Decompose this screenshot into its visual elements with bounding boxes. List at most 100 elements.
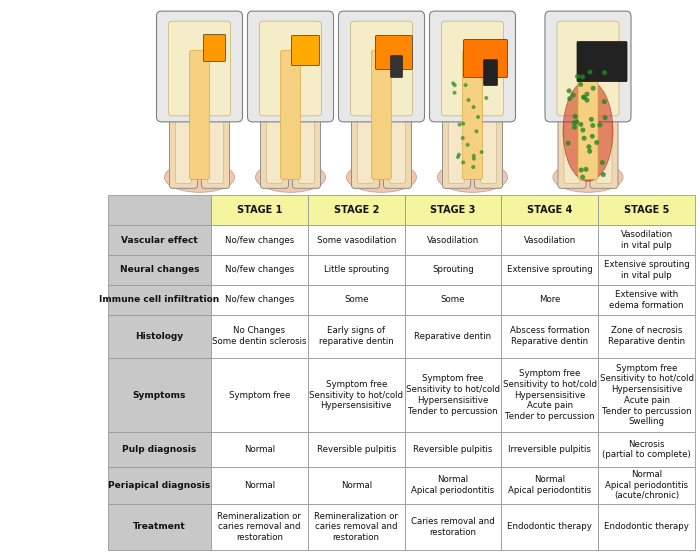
Bar (108, 358, 211, 432)
Text: Irreversible pulpitis: Irreversible pulpitis (508, 445, 592, 454)
FancyBboxPatch shape (430, 11, 515, 122)
FancyBboxPatch shape (384, 98, 412, 188)
Bar (308, 195, 405, 225)
Ellipse shape (567, 96, 572, 101)
FancyBboxPatch shape (339, 11, 424, 122)
Bar (405, 195, 501, 225)
Bar (501, 285, 598, 315)
Text: Zone of necrosis
Reparative dentin: Zone of necrosis Reparative dentin (608, 326, 685, 346)
FancyBboxPatch shape (577, 41, 627, 82)
FancyBboxPatch shape (176, 103, 192, 183)
Ellipse shape (452, 81, 455, 86)
Bar (308, 225, 405, 255)
Text: Extensive sprouting
in vital pulp: Extensive sprouting in vital pulp (603, 260, 690, 280)
Ellipse shape (572, 120, 577, 125)
Bar (211, 504, 308, 550)
Bar (501, 255, 598, 285)
Text: No/few changes: No/few changes (225, 295, 294, 304)
Text: Normal
Apical periodontitis
(acute/chronic): Normal Apical periodontitis (acute/chron… (605, 470, 688, 501)
Text: Abscess formation
Reparative dentin: Abscess formation Reparative dentin (510, 326, 589, 346)
Ellipse shape (472, 157, 476, 161)
Bar (211, 285, 308, 315)
Text: Extensive sprouting: Extensive sprouting (507, 266, 593, 274)
FancyBboxPatch shape (204, 34, 225, 61)
Text: No/few changes: No/few changes (225, 236, 294, 245)
Text: STAGE 1: STAGE 1 (237, 205, 282, 215)
Text: More: More (539, 295, 561, 304)
Text: Vasodilation: Vasodilation (524, 236, 576, 245)
FancyBboxPatch shape (389, 103, 405, 183)
Bar (598, 466, 695, 504)
Ellipse shape (475, 129, 478, 134)
Ellipse shape (600, 160, 605, 165)
Text: STAGE 5: STAGE 5 (624, 205, 669, 215)
Bar (598, 504, 695, 550)
Text: Histology: Histology (135, 332, 183, 341)
Bar (501, 225, 598, 255)
Ellipse shape (580, 174, 585, 179)
FancyBboxPatch shape (442, 98, 470, 188)
Bar (108, 195, 211, 225)
Bar (598, 225, 695, 255)
FancyBboxPatch shape (202, 98, 230, 188)
FancyBboxPatch shape (545, 11, 631, 122)
Ellipse shape (590, 123, 595, 128)
Ellipse shape (591, 86, 596, 91)
Ellipse shape (466, 143, 470, 147)
Ellipse shape (584, 167, 589, 172)
Text: Endodontic therapy: Endodontic therapy (508, 522, 592, 532)
Ellipse shape (594, 140, 599, 145)
Bar (108, 315, 211, 358)
FancyBboxPatch shape (260, 98, 288, 188)
Bar (108, 504, 211, 550)
Text: Symptom free
Sensitivity to hot/cold
Hypersensisitive
Acute pain
Tender to percu: Symptom free Sensitivity to hot/cold Hyp… (600, 364, 694, 427)
FancyBboxPatch shape (463, 40, 508, 78)
Ellipse shape (563, 81, 613, 181)
Ellipse shape (603, 115, 608, 120)
Bar (108, 225, 211, 255)
Ellipse shape (484, 96, 489, 100)
Text: No Changes
Some dentin sclerosis: No Changes Some dentin sclerosis (212, 326, 307, 346)
Ellipse shape (575, 74, 580, 79)
FancyBboxPatch shape (291, 35, 319, 66)
Text: STAGE 4: STAGE 4 (527, 205, 573, 215)
Bar (211, 466, 308, 504)
FancyBboxPatch shape (480, 103, 496, 183)
FancyBboxPatch shape (157, 11, 242, 122)
Text: Vasodilation
in vital pulp: Vasodilation in vital pulp (620, 230, 673, 250)
Ellipse shape (582, 136, 587, 141)
FancyBboxPatch shape (351, 98, 379, 188)
Bar (405, 466, 501, 504)
FancyBboxPatch shape (391, 56, 402, 78)
Ellipse shape (579, 167, 584, 172)
Text: Vascular effect: Vascular effect (121, 236, 198, 245)
Ellipse shape (573, 114, 577, 119)
FancyBboxPatch shape (484, 60, 498, 86)
Ellipse shape (580, 128, 585, 132)
Ellipse shape (566, 88, 572, 93)
Ellipse shape (438, 162, 508, 192)
FancyBboxPatch shape (557, 21, 619, 116)
Ellipse shape (453, 83, 457, 87)
Ellipse shape (256, 162, 326, 192)
Bar (598, 195, 695, 225)
Text: Normal: Normal (341, 481, 372, 490)
FancyBboxPatch shape (169, 21, 230, 116)
Text: Symptom free
Sensitivity to hot/cold
Hypersensisitive: Symptom free Sensitivity to hot/cold Hyp… (309, 380, 403, 410)
Bar (308, 466, 405, 504)
Ellipse shape (471, 165, 475, 169)
Text: Endodontic therapy: Endodontic therapy (604, 522, 689, 532)
FancyBboxPatch shape (351, 21, 412, 116)
Ellipse shape (472, 105, 475, 109)
Ellipse shape (580, 75, 585, 79)
Bar (211, 432, 308, 466)
Ellipse shape (461, 121, 465, 126)
Bar (308, 358, 405, 432)
Ellipse shape (587, 70, 592, 75)
Bar (108, 285, 211, 315)
Ellipse shape (346, 162, 416, 192)
Bar (108, 255, 211, 285)
Text: Necrosis
(partial to complete): Necrosis (partial to complete) (602, 439, 691, 459)
FancyBboxPatch shape (358, 103, 374, 183)
Text: Symptoms: Symptoms (133, 391, 186, 400)
